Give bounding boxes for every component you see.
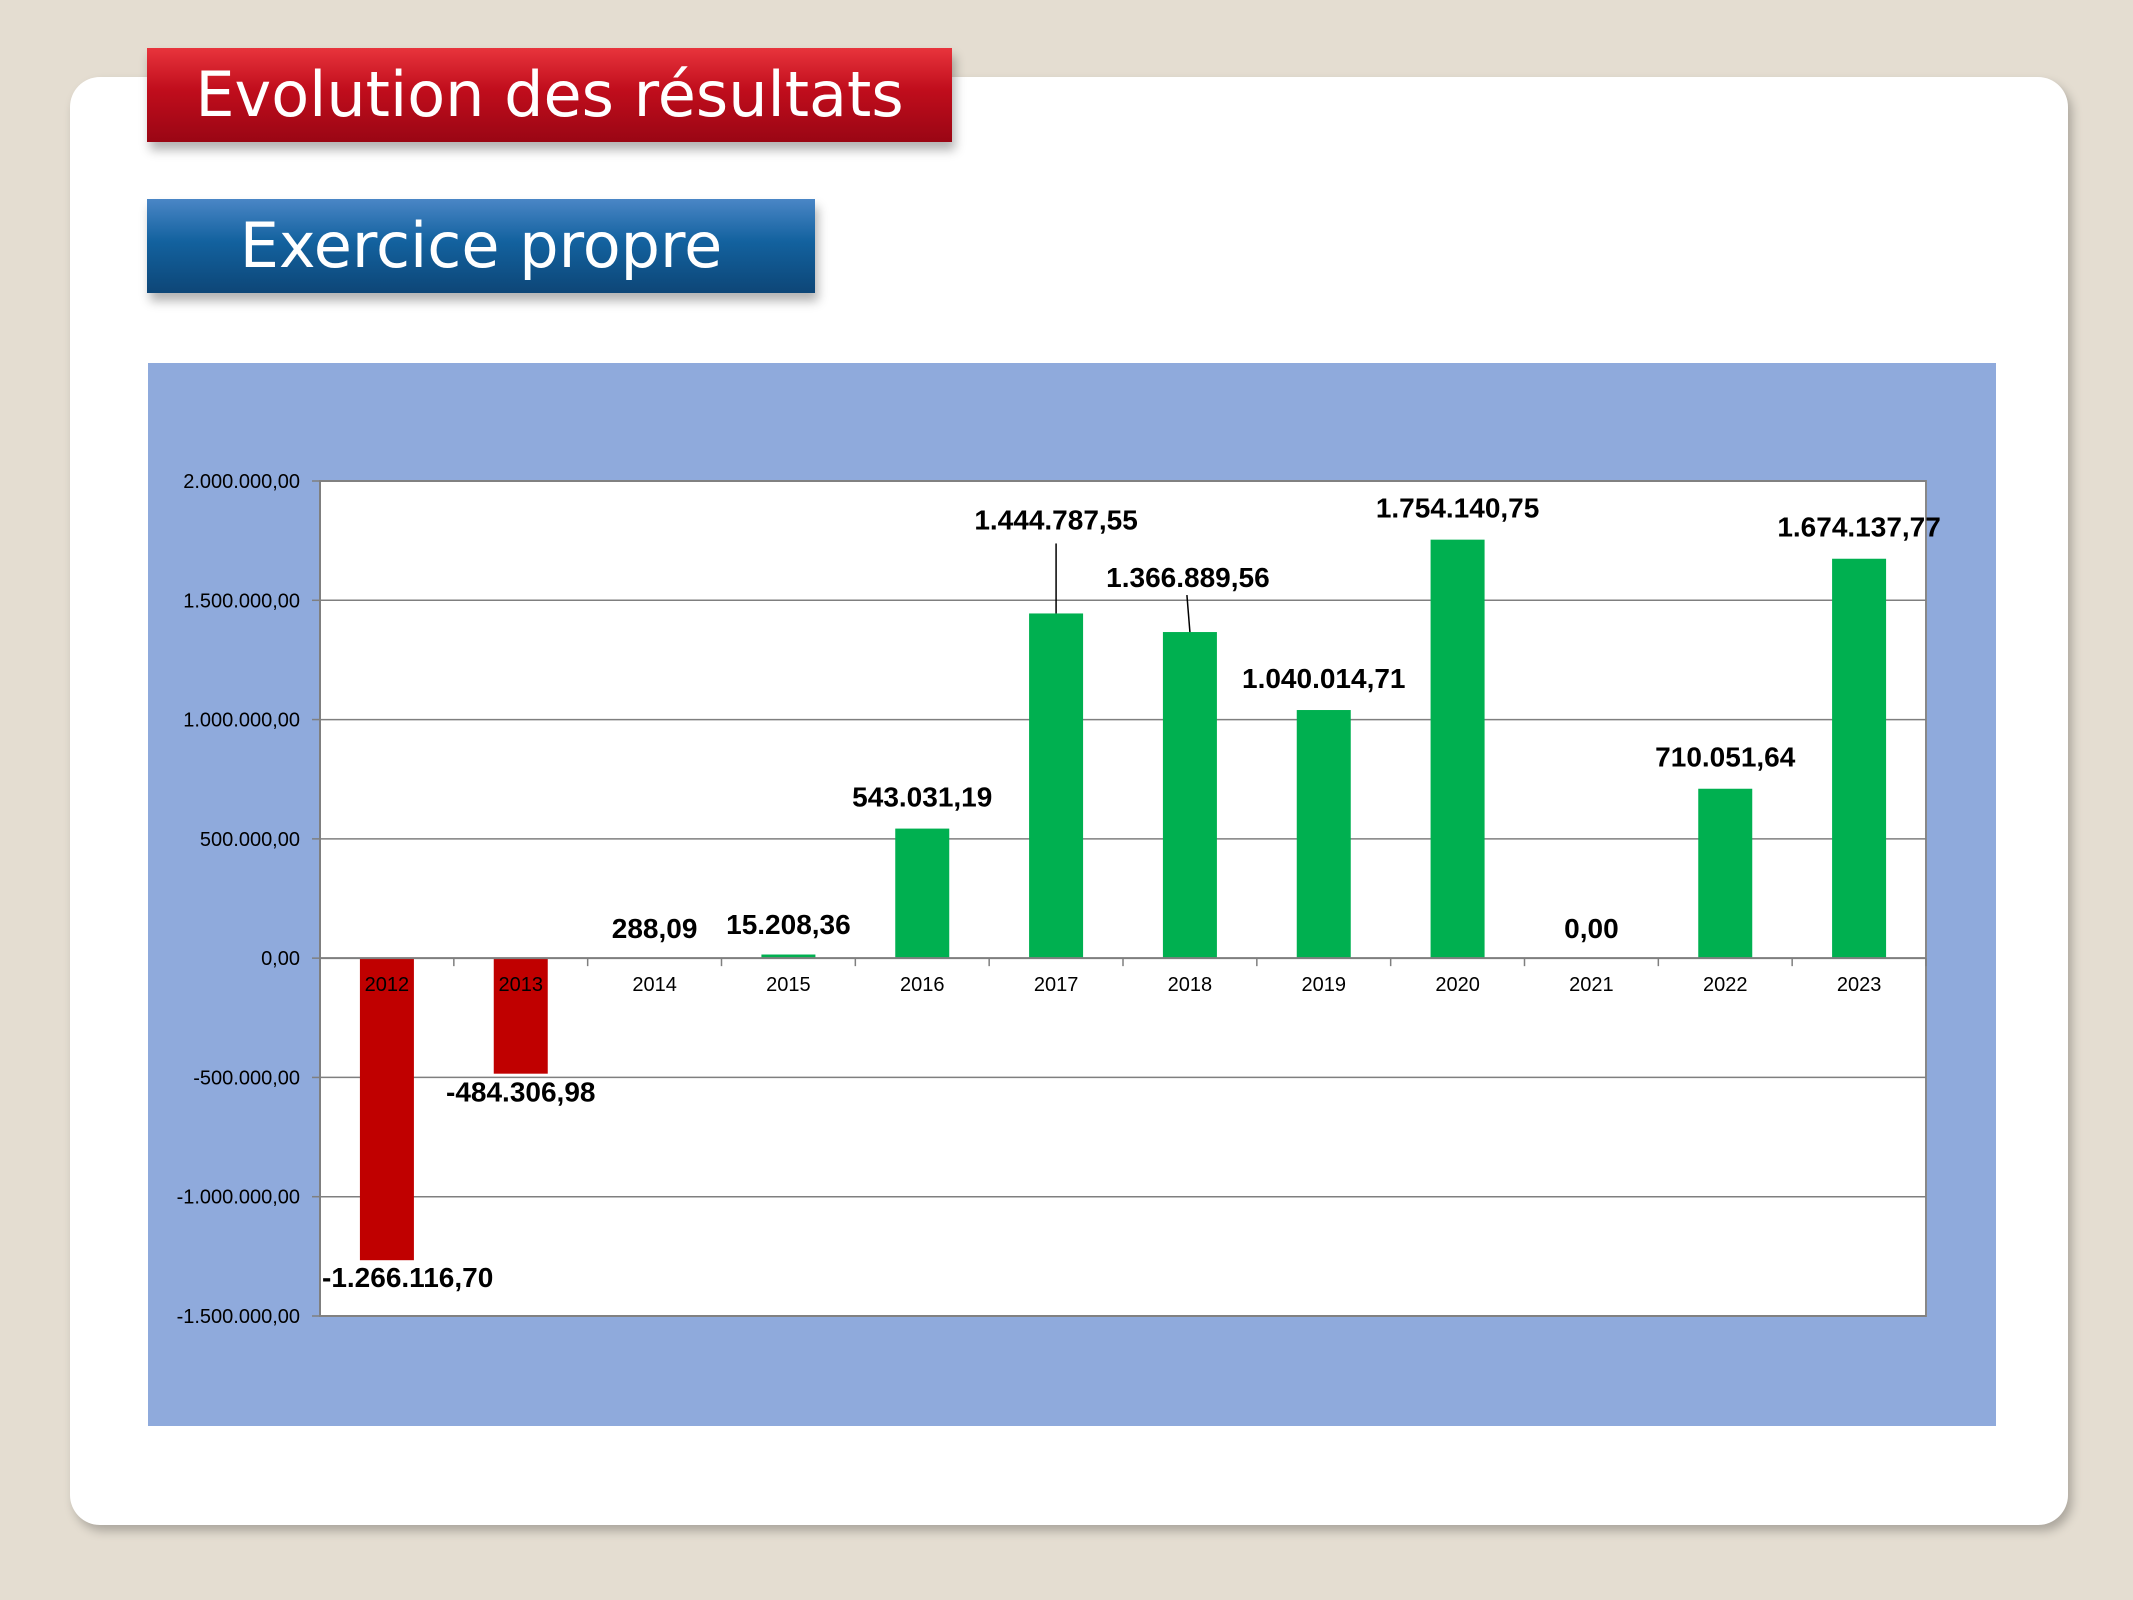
y-tick-label: 1.500.000,00 bbox=[183, 590, 300, 612]
bar-2019 bbox=[1296, 710, 1351, 959]
section-subtitle: Exercice propre bbox=[147, 199, 815, 293]
data-label: 15.208,36 bbox=[726, 909, 851, 940]
x-tick-label: 2020 bbox=[1435, 974, 1480, 996]
x-tick-label: 2021 bbox=[1569, 974, 1614, 996]
data-label: 1.674.137,77 bbox=[1777, 512, 1941, 543]
x-tick-label: 2013 bbox=[499, 974, 544, 996]
data-label: 710.051,64 bbox=[1655, 742, 1796, 773]
data-label: -1.266.116,70 bbox=[322, 1262, 493, 1293]
bar-2016 bbox=[895, 828, 950, 959]
data-label: 1.366.889,56 bbox=[1106, 562, 1270, 593]
x-tick-label: 2018 bbox=[1168, 974, 1213, 996]
leader-line bbox=[1186, 594, 1191, 633]
bar-2018 bbox=[1162, 632, 1217, 959]
y-tick-label: 0,00 bbox=[261, 948, 300, 970]
y-tick-label: -1.500.000,00 bbox=[177, 1306, 300, 1328]
data-label: 543.031,19 bbox=[852, 782, 992, 813]
y-tick-label: 500.000,00 bbox=[200, 829, 300, 851]
x-tick-label: 2015 bbox=[766, 974, 811, 996]
bar-2013 bbox=[493, 958, 548, 1074]
bar-chart: 2.000.000,00 1.500.000,00 1.000.000,00 500.… bbox=[177, 471, 1941, 1328]
x-tick-label: 2016 bbox=[900, 974, 945, 996]
bar-2020 bbox=[1430, 539, 1485, 959]
y-tick-label: -500.000,00 bbox=[193, 1067, 300, 1089]
data-label: -484.306,98 bbox=[446, 1077, 595, 1108]
bar-2012 bbox=[359, 958, 414, 1261]
data-label: 1.444.787,55 bbox=[974, 504, 1138, 535]
x-tick-label: 2017 bbox=[1034, 974, 1079, 996]
x-tick-label: 2023 bbox=[1837, 974, 1882, 996]
bar-2015 bbox=[761, 954, 816, 959]
x-tick-label: 2012 bbox=[365, 974, 410, 996]
y-tick-label: -1.000.000,00 bbox=[177, 1187, 300, 1209]
data-label: 288,09 bbox=[612, 913, 698, 944]
bar-2022 bbox=[1698, 788, 1753, 959]
y-tick-label: 2.000.000,00 bbox=[183, 471, 300, 493]
chart-area: 2.000.000,00 1.500.000,00 1.000.000,00 500.… bbox=[148, 363, 1996, 1426]
bar-2017 bbox=[1029, 613, 1084, 959]
data-label: 1.040.014,71 bbox=[1242, 663, 1406, 694]
x-tick-label: 2022 bbox=[1703, 974, 1748, 996]
data-label: 0,00 bbox=[1564, 913, 1619, 944]
plot-area bbox=[319, 480, 1927, 1317]
x-tick-label: 2014 bbox=[632, 974, 677, 996]
x-tick-label: 2019 bbox=[1302, 974, 1347, 996]
bar-2023 bbox=[1832, 558, 1887, 959]
page-title: Evolution des résultats bbox=[147, 48, 952, 142]
data-label: 1.754.140,75 bbox=[1376, 493, 1540, 524]
y-tick-label: 1.000.000,00 bbox=[183, 710, 300, 732]
